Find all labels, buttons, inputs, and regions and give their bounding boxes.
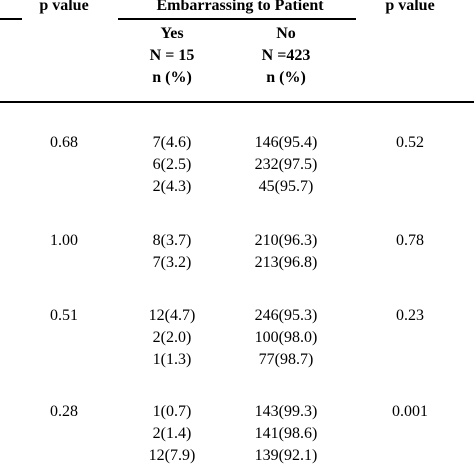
- yes-count-cell: 1(1.3): [152, 351, 192, 368]
- no-count-cell: 146(95.4): [254, 134, 318, 151]
- no-header-n: N =423: [261, 47, 311, 64]
- yes-count-cell: 2(4.3): [152, 178, 192, 195]
- no-count-cell: 100(98.0): [254, 329, 318, 346]
- pvalue-right-cell: 0.78: [396, 232, 424, 249]
- pvalue-right-header: p value: [385, 0, 435, 14]
- no-count-cell: 139(92.1): [254, 447, 318, 464]
- no-count-cell: 246(95.3): [254, 307, 318, 324]
- yes-count-cell: 8(3.7): [152, 232, 192, 249]
- pvalue-left-cell: 1.00: [50, 232, 78, 249]
- no-count-cell: 210(96.3): [254, 232, 318, 249]
- pvalue-left-header: p value: [39, 0, 89, 14]
- yes-header-pct: n (%): [152, 69, 192, 86]
- no-count-cell: 141(98.6): [254, 425, 318, 442]
- yes-header-n: N = 15: [149, 47, 195, 64]
- pvalue-right-cell: 0.23: [396, 307, 424, 324]
- pvalue-right-cell: 0.001: [392, 403, 428, 420]
- pvalue-right-cell: 0.52: [396, 134, 424, 151]
- no-count-cell: 45(95.7): [258, 178, 314, 195]
- pvalue-left-cell: 0.68: [50, 134, 78, 151]
- yes-count-cell: 6(2.5): [152, 156, 192, 173]
- yes-count-cell: 2(1.4): [152, 425, 192, 442]
- no-count-cell: 143(99.3): [254, 403, 318, 420]
- yes-count-cell: 2(2.0): [152, 329, 192, 346]
- no-header-pct: n (%): [266, 69, 306, 86]
- no-count-cell: 232(97.5): [254, 156, 318, 173]
- no-header-label: No: [276, 25, 296, 42]
- yes-count-cell: 7(3.2): [152, 254, 192, 271]
- top-rule-left: [0, 18, 22, 20]
- yes-count-cell: 12(4.7): [148, 307, 196, 324]
- yes-count-cell: 12(7.9): [148, 447, 196, 464]
- yes-count-cell: 1(0.7): [152, 403, 192, 420]
- pvalue-left-cell: 0.28: [50, 403, 78, 420]
- yes-header-label: Yes: [160, 25, 184, 42]
- header-bottom-rule: [0, 101, 474, 103]
- no-count-cell: 213(96.8): [254, 254, 318, 271]
- yes-count-cell: 7(4.6): [152, 134, 192, 151]
- pvalue-left-cell: 0.51: [50, 307, 78, 324]
- group-title: Embarrassing to Patient: [156, 0, 324, 14]
- group-title-rule: [118, 18, 356, 20]
- no-count-cell: 77(98.7): [258, 351, 314, 368]
